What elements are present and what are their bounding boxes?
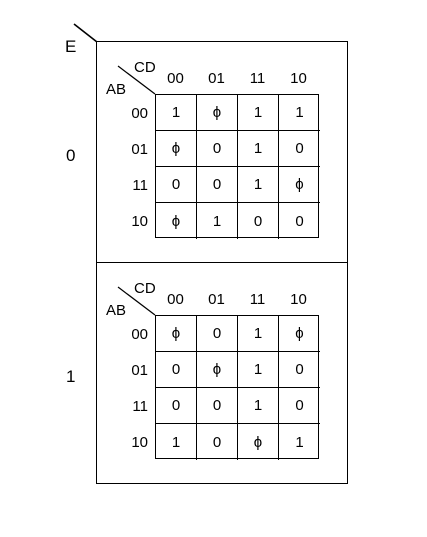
kmap-cell: 1 xyxy=(156,424,197,460)
ab-cd-diagonal-bottom xyxy=(117,286,156,316)
col-header: 10 xyxy=(290,291,307,308)
kmap-cell: 0 xyxy=(156,388,197,424)
row-header: 11 xyxy=(132,177,148,194)
kmap-cell: 1 xyxy=(238,131,279,167)
kmap-cell: 1 xyxy=(238,95,279,131)
kmap-cell: 0 xyxy=(197,424,238,460)
row-header: 11 xyxy=(132,398,148,415)
kmap-grid-e1: ϕ 0 1 ϕ 0 ϕ 1 0 0 0 1 0 1 0 ϕ 1 xyxy=(155,315,320,460)
kmap-cell: 1 xyxy=(295,433,304,451)
cd-variable-label: CD xyxy=(134,59,156,76)
kmap-cell: 0 xyxy=(197,388,238,424)
col-header: 10 xyxy=(290,70,307,87)
kmap-cell: 1 xyxy=(238,167,279,203)
kmap-cell: 1 xyxy=(197,203,238,239)
kmap-cell: 0 xyxy=(279,388,320,424)
kmap-cell: 0 xyxy=(197,316,238,352)
kmap-cell: 0 xyxy=(197,131,238,167)
kmap-cell: 1 xyxy=(238,352,279,388)
e-value-0: 0 xyxy=(66,146,76,165)
e-value-1: 1 xyxy=(66,367,76,386)
kmap-cell: ϕ xyxy=(156,131,197,167)
row-header: 10 xyxy=(131,213,148,230)
col-header: 00 xyxy=(167,70,184,87)
kmap-cell: 0 xyxy=(279,352,320,388)
col-header: 11 xyxy=(249,70,266,87)
col-header: 00 xyxy=(167,291,184,308)
col-header: 01 xyxy=(208,70,225,87)
row-header: 00 xyxy=(131,105,148,122)
kmap-cell: ϕ xyxy=(156,316,197,352)
ab-variable-label: AB xyxy=(106,81,127,98)
ab-variable-label: AB xyxy=(106,302,127,319)
kmap-cell: 1 xyxy=(156,95,197,131)
kmap-cell: 1 xyxy=(279,95,320,131)
kmap-divider xyxy=(96,262,348,263)
col-header: 01 xyxy=(208,291,225,308)
kmap-cell: 0 xyxy=(156,167,197,203)
kmap-cell: ϕ xyxy=(156,203,197,239)
kmap-cell: 0 xyxy=(197,167,238,203)
row-header: 00 xyxy=(131,326,148,343)
kmap-cell: 0 xyxy=(295,212,304,230)
row-header: 01 xyxy=(131,141,148,158)
cd-variable-label: CD xyxy=(134,280,156,297)
kmap-cell: 0 xyxy=(279,131,320,167)
kmap-grid-e0: 1 ϕ 1 1 ϕ 0 1 0 0 0 1 ϕ ϕ 1 0 0 xyxy=(155,94,320,239)
e-variable-label: E xyxy=(65,37,77,56)
kmap-cell: ϕ xyxy=(197,352,238,388)
col-header: 11 xyxy=(249,291,266,308)
kmap-cell: ϕ xyxy=(279,316,320,352)
row-header: 10 xyxy=(131,434,148,451)
kmap-cell: 0 xyxy=(156,352,197,388)
kmap-cell: ϕ xyxy=(197,95,238,131)
row-header: 01 xyxy=(131,362,148,379)
kmap-cell: 1 xyxy=(238,316,279,352)
kmap-cell: ϕ xyxy=(238,424,279,460)
kmap-cell: 0 xyxy=(238,203,279,239)
kmap-cell: ϕ xyxy=(279,167,320,203)
ab-cd-diagonal-top xyxy=(117,65,156,95)
kmap-cell: 1 xyxy=(238,388,279,424)
